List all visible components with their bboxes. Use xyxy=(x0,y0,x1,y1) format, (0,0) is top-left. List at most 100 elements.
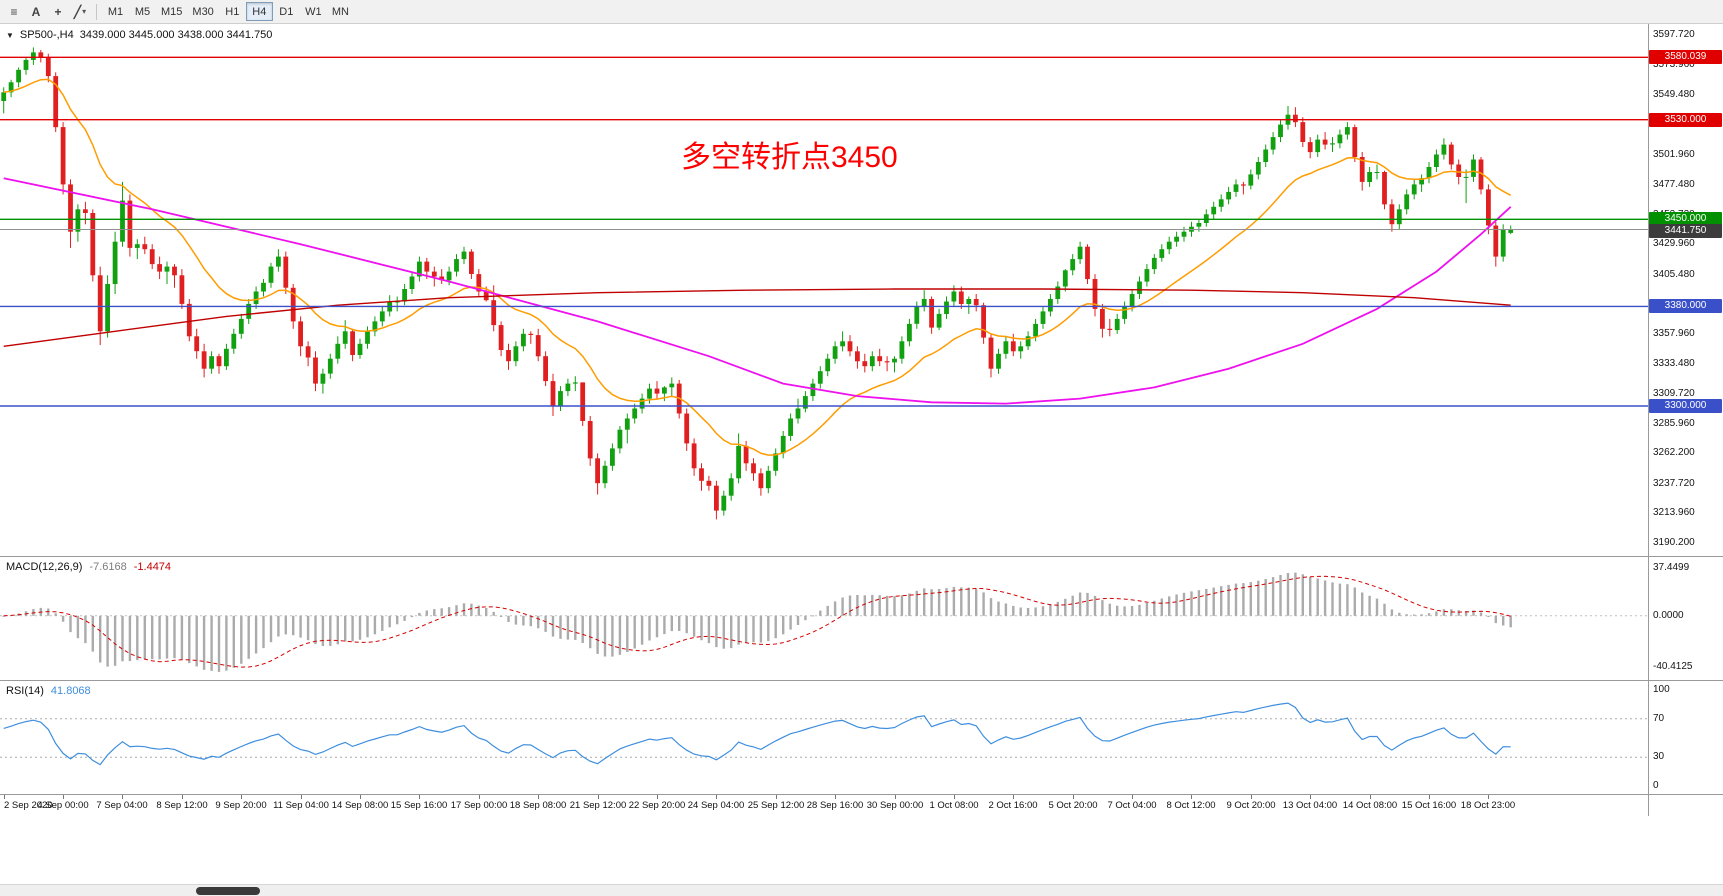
time-axis-label: 5 Oct 20:00 xyxy=(1048,800,1098,811)
price-axis-separator xyxy=(1648,24,1649,816)
time-axis-label: 7 Sep 04:00 xyxy=(96,800,148,811)
dropdown-caret-icon: ▾ xyxy=(82,7,87,16)
time-tick xyxy=(122,795,123,799)
toolbar-separator xyxy=(96,3,97,20)
time-axis-label: 14 Oct 08:00 xyxy=(1342,800,1398,811)
time-axis-label: 9 Oct 20:00 xyxy=(1226,800,1276,811)
price-level-badge: 3580.039 xyxy=(1649,50,1722,65)
time-tick xyxy=(419,795,420,799)
price-tick-label: 3477.480 xyxy=(1653,179,1695,191)
macd-signal-line xyxy=(3,575,1511,668)
time-tick xyxy=(716,795,717,799)
rsi-line xyxy=(3,702,1511,766)
ma-fast-orange xyxy=(3,78,1512,456)
time-tick xyxy=(241,795,242,799)
time-axis-label: 2 Oct 16:00 xyxy=(988,800,1038,811)
price-tick-label: 3213.960 xyxy=(1653,507,1695,519)
time-tick xyxy=(598,795,599,799)
time-tick xyxy=(1251,795,1252,799)
ma-slow-red xyxy=(3,288,1511,347)
timeframe-mn[interactable]: MN xyxy=(331,5,349,18)
timeframe-w1[interactable]: W1 xyxy=(305,5,322,18)
time-axis-label: 8 Oct 12:00 xyxy=(1166,800,1216,811)
toolbar-icons-group: ≡ A + ╱ ▾ xyxy=(3,2,91,22)
panel-separator-rsi[interactable] xyxy=(0,680,1723,681)
timeframe-m1[interactable]: M1 xyxy=(107,5,124,18)
time-tick xyxy=(776,795,777,799)
time-axis-label: 28 Sep 16:00 xyxy=(806,800,864,811)
rsi-value: 41.8068 xyxy=(50,685,91,697)
time-axis-label: 21 Sep 12:00 xyxy=(569,800,627,811)
macd-main-value: -7.6168 xyxy=(89,561,127,573)
timeframe-m15[interactable]: M15 xyxy=(161,5,183,18)
time-tick xyxy=(301,795,302,799)
time-tick xyxy=(360,795,361,799)
price-axis[interactable]: 3597.7203573.9603549.4803525.7203501.960… xyxy=(1649,0,1723,896)
timeframe-m5[interactable]: M5 xyxy=(134,5,151,18)
price-level-badge: 3530.000 xyxy=(1649,112,1722,127)
time-tick xyxy=(895,795,896,799)
candles xyxy=(1,47,1514,520)
time-tick xyxy=(1488,795,1489,799)
time-tick xyxy=(1370,795,1371,799)
price-level-badge: 3450.000 xyxy=(1649,212,1722,227)
time-axis-label: 2 Sep 2020 xyxy=(4,800,53,811)
symbol-timeframe-label: SP500-,H4 xyxy=(19,29,74,41)
rsi-tick-label: 30 xyxy=(1653,751,1665,763)
time-axis-label: 30 Sep 00:00 xyxy=(866,800,924,811)
timeframe-h1[interactable]: H1 xyxy=(225,5,240,18)
time-tick xyxy=(835,795,836,799)
cursor-tool-icon[interactable]: A xyxy=(31,4,41,19)
price-tick-label: 3597.720 xyxy=(1653,29,1695,41)
chart-annotation[interactable]: 多空转折点3450 xyxy=(681,141,898,174)
price-tick-label: 3573.960 xyxy=(1653,58,1695,70)
macd-label: MACD(12,26,9) xyxy=(6,561,83,573)
price-tick-label: 3190.200 xyxy=(1653,536,1695,548)
timeframe-d1[interactable]: D1 xyxy=(279,5,294,18)
scrollbar-thumb[interactable] xyxy=(196,887,260,895)
macd-canvas[interactable] xyxy=(0,558,1648,680)
crosshair-icon[interactable]: + xyxy=(54,4,62,19)
rsi-tick-label: 100 xyxy=(1653,684,1670,695)
macd-signal-value: -1.4474 xyxy=(133,561,172,573)
time-tick xyxy=(63,795,64,799)
time-axis-separator xyxy=(0,794,1723,795)
price-tick-label: 3501.960 xyxy=(1653,148,1695,160)
collapse-arrow-icon[interactable]: ▼ xyxy=(6,30,14,40)
macd-header: MACD(12,26,9) -7.6168 -1.4474 xyxy=(6,561,171,573)
rsi-label: RSI(14) xyxy=(6,685,44,697)
time-axis[interactable]: 2 Sep 2020 4 Sep 00:00 7 Sep 04:00 8 Sep 12… xyxy=(0,795,1648,816)
timeframe-h4[interactable]: H4 xyxy=(245,2,273,21)
timeframe-m30[interactable]: M30 xyxy=(192,5,214,18)
price-level-badge: 3380.000 xyxy=(1649,299,1722,314)
bottom-scrollbar[interactable] xyxy=(0,884,1723,896)
time-tick xyxy=(657,795,658,799)
macd-tick-label: -40.4125 xyxy=(1653,661,1693,673)
price-tick-label: 3285.960 xyxy=(1653,417,1695,429)
time-axis-label: 18 Sep 08:00 xyxy=(509,800,567,811)
price-tick-label: 3309.720 xyxy=(1653,387,1695,399)
time-axis-label: 13 Oct 04:00 xyxy=(1282,800,1338,811)
price-tick-label: 3357.960 xyxy=(1653,327,1695,339)
time-axis-label: 17 Sep 00:00 xyxy=(450,800,508,811)
time-tick xyxy=(954,795,955,799)
draw-tools-icon[interactable]: ╱ ▾ xyxy=(73,4,87,19)
time-axis-label: 7 Oct 04:00 xyxy=(1107,800,1157,811)
price-tick-label: 3262.200 xyxy=(1653,447,1695,459)
charts-list-icon[interactable]: ≡ xyxy=(10,4,18,19)
time-axis-label: 4 Sep 00:00 xyxy=(37,800,89,811)
price-tick-label: 3237.720 xyxy=(1653,477,1695,489)
time-tick xyxy=(1429,795,1430,799)
time-tick xyxy=(479,795,480,799)
timeframe-buttons-group: M1 M5 M15 M30 H1 H4 D1 W1 MN xyxy=(102,2,354,21)
rsi-canvas[interactable] xyxy=(0,682,1648,794)
time-axis-label: 25 Sep 12:00 xyxy=(747,800,805,811)
price-tick-label: 3405.480 xyxy=(1653,268,1695,280)
time-axis-label: 15 Oct 16:00 xyxy=(1401,800,1457,811)
panel-separator-macd[interactable] xyxy=(0,556,1723,557)
main-chart-canvas[interactable]: 多空转折点3450 xyxy=(0,24,1648,556)
time-tick xyxy=(1132,795,1133,799)
chart-header: ▼ SP500-,H4 3439.000 3445.000 3438.000 3… xyxy=(6,29,272,41)
price-tick-label: 3429.960 xyxy=(1653,238,1695,250)
time-tick xyxy=(538,795,539,799)
